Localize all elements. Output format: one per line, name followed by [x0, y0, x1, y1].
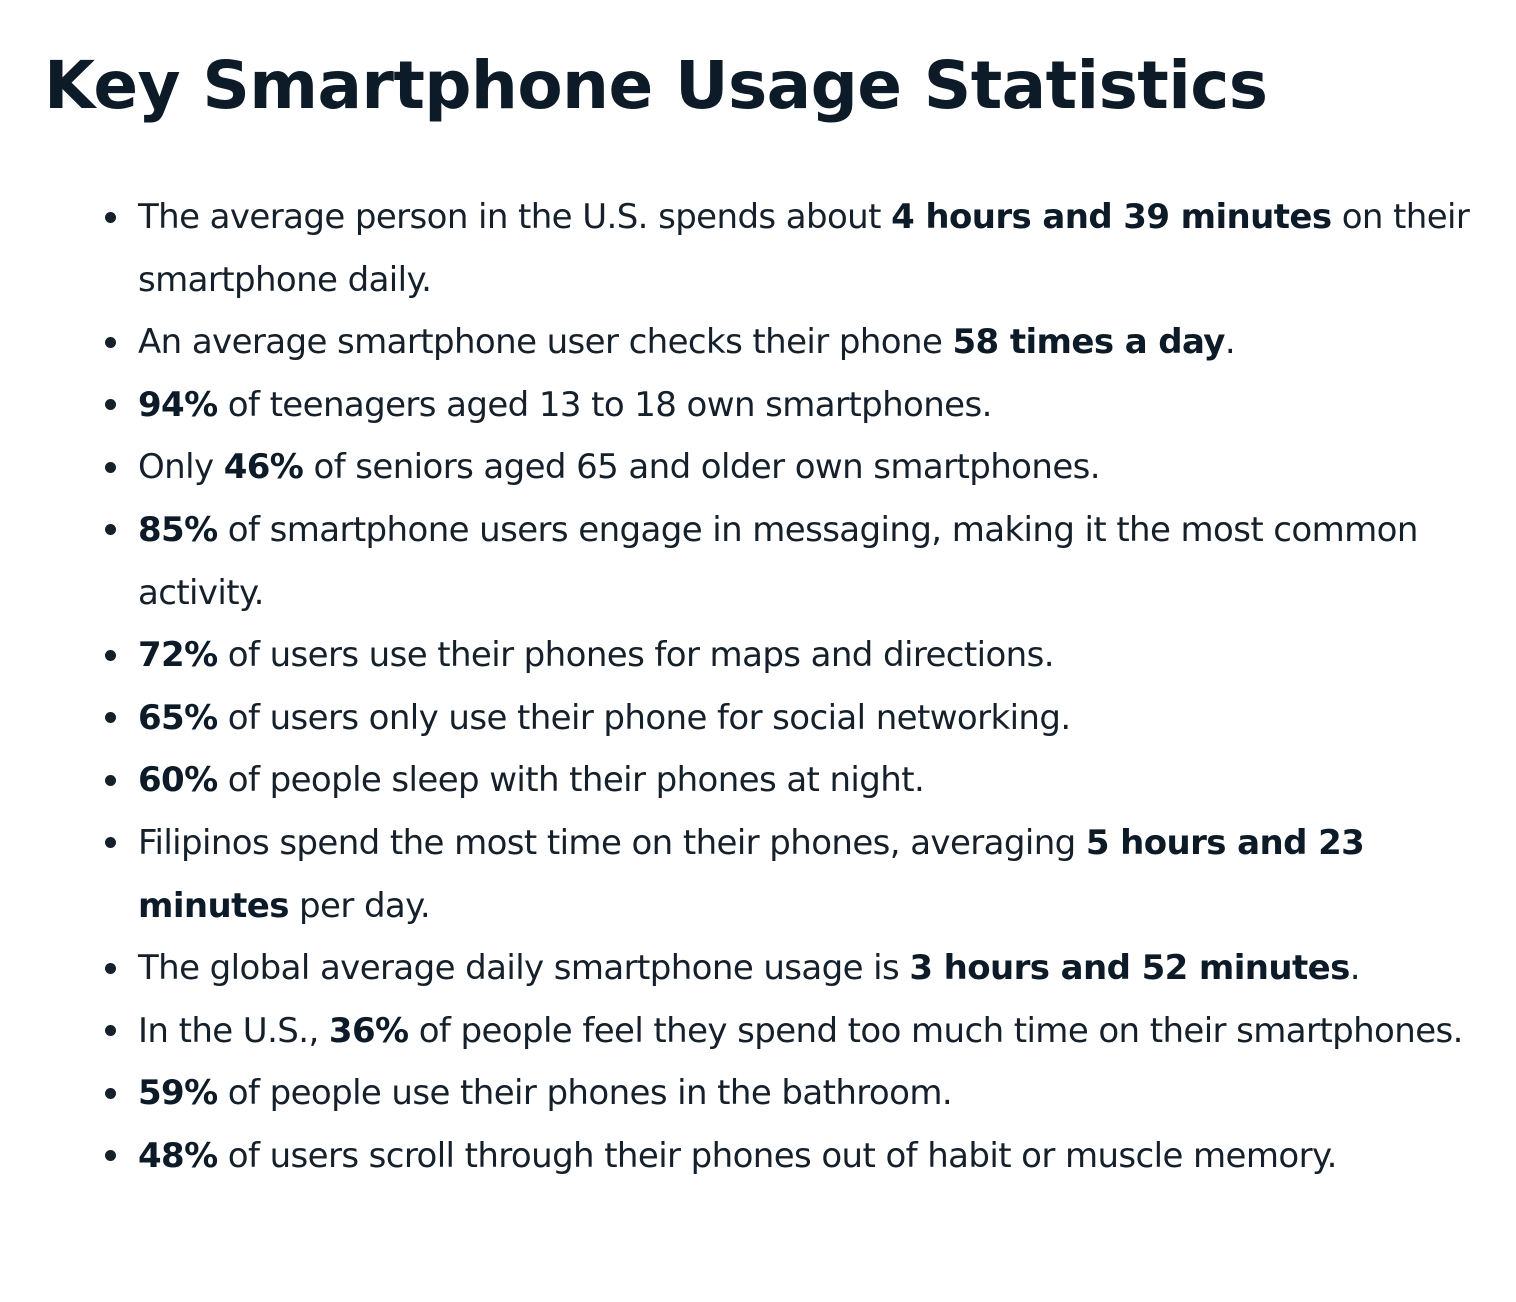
item-text-post: of smartphone users engage in messaging,… — [138, 509, 1418, 613]
item-text-pre: In the U.S., — [138, 1010, 329, 1051]
stats-list: The average person in the U.S. spends ab… — [0, 186, 1476, 1188]
item-highlight: 5 hours and 23 minutes — [138, 822, 1365, 926]
list-item: 85% of smartphone users engage in messag… — [105, 499, 1476, 624]
list-item: Only 46% of seniors aged 65 and older ow… — [105, 436, 1476, 499]
item-text-post: of users use their phones for maps and d… — [217, 635, 1055, 676]
item-highlight: 60% — [138, 760, 218, 801]
item-text-post: of people use their phones in the bathro… — [217, 1073, 953, 1114]
item-text-pre: Only — [138, 447, 224, 488]
item-text-post: . — [1349, 948, 1361, 989]
item-text-pre: An average smartphone user checks their … — [138, 322, 953, 363]
item-highlight: 46% — [223, 447, 304, 488]
item-highlight: 59% — [138, 1073, 218, 1114]
item-highlight: 94% — [138, 384, 218, 425]
list-item: In the U.S., 36% of people feel they spe… — [105, 1000, 1476, 1063]
page-title: Key Smartphone Usage Statistics — [44, 47, 1268, 124]
list-item: Filipinos spend the most time on their p… — [105, 812, 1476, 937]
item-highlight: 3 hours and 52 minutes — [909, 948, 1350, 989]
item-text-pre: Filipinos spend the most time on their p… — [138, 822, 1086, 863]
item-text-post: of people sleep with their phones at nig… — [217, 760, 925, 801]
item-highlight: 48% — [138, 1135, 218, 1176]
item-text-post: of seniors aged 65 and older own smartph… — [303, 447, 1100, 488]
item-text-pre: The average person in the U.S. spends ab… — [138, 197, 892, 237]
list-item: 72% of users use their phones for maps a… — [105, 624, 1476, 687]
item-text-post: . — [1224, 322, 1236, 363]
item-text-post: of teenagers aged 13 to 18 own smartphon… — [217, 384, 993, 425]
item-highlight: 36% — [328, 1010, 409, 1051]
list-item: 59% of people use their phones in the ba… — [105, 1062, 1476, 1125]
item-highlight: 58 times a day — [952, 322, 1225, 363]
item-text-post: of users scroll through their phones out… — [217, 1135, 1338, 1176]
item-text-post: of users only use their phone for social… — [217, 697, 1071, 738]
item-text-post: of people feel they spend too much time … — [408, 1010, 1464, 1051]
item-highlight: 72% — [138, 635, 218, 676]
list-item: The global average daily smartphone usag… — [105, 937, 1476, 1000]
item-text-pre: The global average daily smartphone usag… — [138, 948, 910, 989]
item-text-post: per day. — [288, 885, 431, 926]
item-highlight: 4 hours and 39 minutes — [891, 197, 1332, 237]
item-highlight: 65% — [138, 697, 218, 738]
item-text-post: on their smartphone daily. — [138, 197, 1470, 300]
list-item: 94% of teenagers aged 13 to 18 own smart… — [105, 374, 1476, 437]
list-item: An average smartphone user checks their … — [105, 311, 1476, 374]
list-item: 48% of users scroll through their phones… — [105, 1125, 1476, 1188]
list-item: 60% of people sleep with their phones at… — [105, 749, 1476, 812]
list-item: The average person in the U.S. spends ab… — [105, 186, 1476, 311]
item-highlight: 85% — [138, 509, 218, 550]
list-item: 65% of users only use their phone for so… — [105, 687, 1476, 750]
